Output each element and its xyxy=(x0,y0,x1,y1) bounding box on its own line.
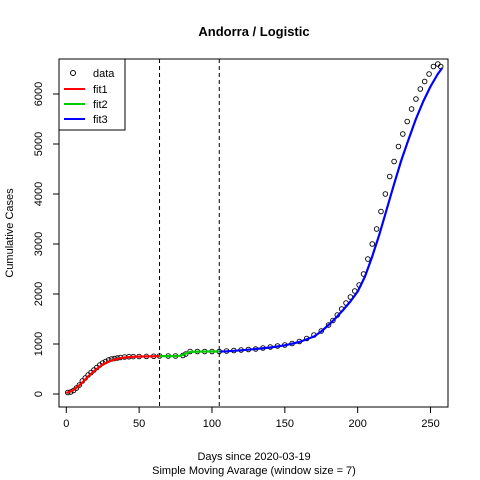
y-tick-label: 2000 xyxy=(33,282,45,306)
y-tick-label: 6000 xyxy=(33,82,45,106)
y-tick-label: 0 xyxy=(33,391,45,397)
fit3-line xyxy=(219,67,444,353)
legend-label-fit3: fit3 xyxy=(93,114,108,126)
data-point xyxy=(417,86,424,92)
data-point xyxy=(421,78,428,85)
data-point xyxy=(391,158,397,165)
x-tick-label: 100 xyxy=(203,418,221,430)
y-tick-label: 4000 xyxy=(33,182,45,206)
y-axis-label: Cumulative Cases xyxy=(4,188,16,278)
x-tick-label: 50 xyxy=(133,418,145,430)
data-point xyxy=(430,63,437,70)
data-point xyxy=(426,71,432,77)
x-tick-label: 200 xyxy=(348,418,366,430)
x-axis-sublabel: Simple Moving Avarage (window size = 7) xyxy=(152,465,356,477)
legend-label-fit1: fit1 xyxy=(93,84,108,96)
x-axis: 0 50 100 150 200 250 xyxy=(63,407,440,430)
legend: data fit1 fit2 fit3 xyxy=(58,58,126,131)
data-point xyxy=(408,106,415,112)
x-axis-label: Days since 2020-03-19 xyxy=(197,451,310,463)
data-point xyxy=(413,96,419,102)
y-tick-label: 3000 xyxy=(33,232,45,256)
data-point xyxy=(369,241,375,247)
data-point xyxy=(435,61,441,67)
plot-frame xyxy=(58,58,449,408)
data-point xyxy=(378,208,384,215)
fit1-line xyxy=(65,355,160,395)
data-point xyxy=(382,191,389,197)
legend-label-data: data xyxy=(93,68,115,80)
data-point xyxy=(386,173,393,180)
data-point xyxy=(365,256,371,262)
x-tick-label: 150 xyxy=(276,418,294,430)
y-tick-label: 5000 xyxy=(33,132,45,156)
chart-title: Andorra / Logistic xyxy=(198,24,309,39)
threshold-lines xyxy=(159,59,220,407)
x-tick-label: 250 xyxy=(421,418,439,430)
data-point xyxy=(404,118,410,125)
data-point xyxy=(400,131,406,137)
legend-label-fit2: fit2 xyxy=(93,99,108,111)
data-point xyxy=(373,226,380,232)
y-tick-label: 1000 xyxy=(33,332,45,356)
data-point xyxy=(73,385,80,391)
x-tick-label: 0 xyxy=(63,418,69,430)
data-point xyxy=(318,328,324,334)
legend-data-marker xyxy=(70,70,76,76)
y-axis: 0 1000 2000 3000 4000 5000 6000 xyxy=(33,82,59,397)
data-point xyxy=(76,382,83,388)
data-point xyxy=(325,322,332,328)
data-point xyxy=(395,143,402,150)
fit2-line xyxy=(159,350,220,358)
legend-box xyxy=(58,58,126,131)
data-point xyxy=(330,317,336,324)
fit-lines xyxy=(65,67,444,395)
